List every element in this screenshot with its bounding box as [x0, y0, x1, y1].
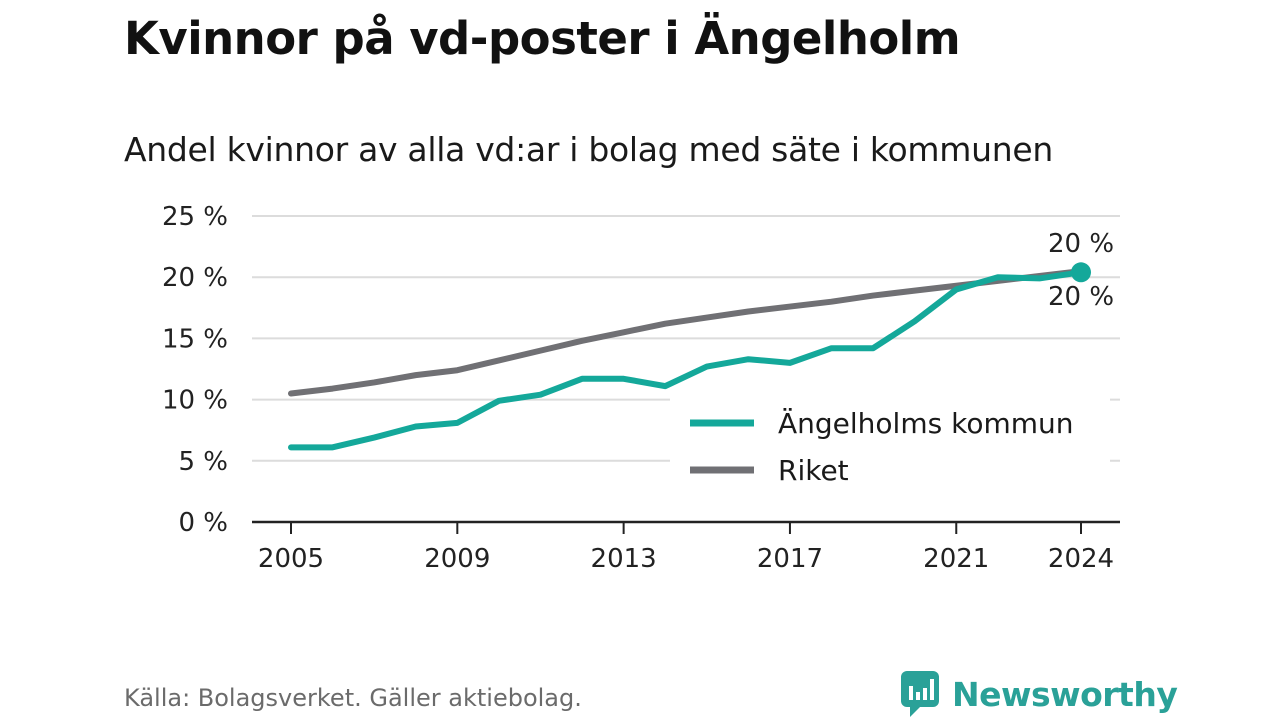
legend-background: [670, 396, 1110, 500]
y-tick-label: 10 %: [162, 386, 228, 416]
y-tick-label: 20 %: [162, 263, 228, 293]
x-tick-label: 2005: [258, 544, 324, 574]
x-tick-label: 2013: [591, 544, 657, 574]
y-tick-label: 0 %: [178, 508, 228, 538]
x-tick-label: 2024: [1048, 544, 1114, 574]
end-point-angelholm: [1071, 262, 1091, 283]
series-line-angelholm: [288, 269, 1084, 451]
line-chart: 0 % 5 % 10 % 15 % 20 % 25 % 2005 2009 2013 2017 20…: [162, 202, 1120, 574]
x-tick-label: 2017: [757, 544, 823, 574]
brand-logo: Newsworthy: [900, 670, 1178, 718]
end-label-riket: 20 %: [1048, 229, 1114, 259]
x-tick-label: 2021: [923, 544, 989, 574]
y-tick-label: 25 %: [162, 202, 228, 232]
y-tick-label: 5 %: [178, 447, 228, 477]
y-tick-label: 15 %: [162, 324, 228, 354]
chart-subtitle: Andel kvinnor av alla vd:ar i bolag med …: [124, 130, 1053, 169]
legend-item-angelholm-label: Ängelholms kommun: [778, 407, 1074, 440]
x-tick-label: 2009: [424, 544, 490, 574]
source-note: Källa: Bolagsverket. Gäller aktiebolag.: [124, 684, 582, 712]
newsworthy-logo-icon: [901, 671, 939, 717]
legend-item-riket-label: Riket: [778, 454, 849, 487]
brand-name: Newsworthy: [952, 674, 1178, 714]
chart-title: Kvinnor på vd-poster i Ängelholm: [124, 12, 961, 65]
series-line-riket: [288, 268, 1084, 397]
end-label-angelholm: 20 %: [1048, 282, 1114, 312]
